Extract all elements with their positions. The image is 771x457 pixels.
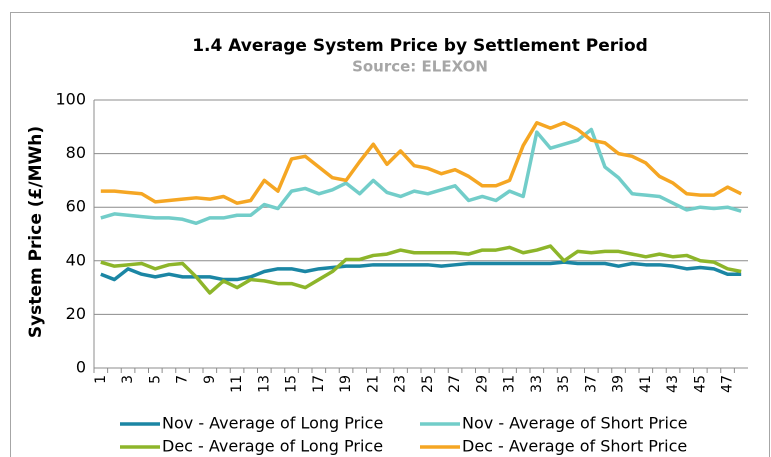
x-tick-label: 43 [665, 375, 681, 393]
x-tick-label: 41 [638, 375, 654, 393]
y-axis-label: System Price (£/MWh) [26, 126, 46, 338]
y-tick-label: 0 [76, 358, 86, 377]
legend-label: Dec - Average of Long Price [162, 437, 383, 456]
x-tick-label: 35 [556, 375, 572, 393]
x-tick-label: 3 [120, 375, 136, 384]
y-tick-label: 80 [66, 143, 86, 162]
x-tick-label: 5 [147, 375, 163, 384]
x-tick-label: 25 [420, 375, 436, 393]
x-tick-label: 19 [338, 375, 354, 393]
series-line [100, 244, 742, 295]
y-tick-label: 20 [66, 304, 86, 323]
x-tick-label: 39 [611, 375, 627, 393]
x-tick-label: 21 [365, 375, 381, 393]
x-tick-label: 11 [229, 375, 245, 393]
x-tick-label: 13 [256, 375, 272, 393]
x-tick-label: 47 [720, 375, 736, 393]
y-tick-label: 40 [66, 250, 86, 269]
y-tick-label: 60 [66, 197, 86, 216]
x-tick-label: 7 [175, 375, 191, 384]
x-tick-label: 23 [393, 375, 409, 393]
chart-subtitle: Source: ELEXON [352, 58, 488, 76]
x-tick-label: 15 [284, 375, 300, 393]
x-tick-label: 9 [202, 375, 218, 384]
chart-border [10, 12, 770, 457]
x-tick-label: 17 [311, 375, 327, 393]
series-line [100, 121, 742, 205]
legend-label: Dec - Average of Short Price [462, 437, 687, 456]
series-line [100, 127, 742, 226]
chart-title: 1.4 Average System Price by Settlement P… [192, 36, 648, 56]
x-tick-label: 1 [93, 375, 109, 384]
x-tick-label: 45 [692, 375, 708, 393]
x-tick-label: 37 [583, 375, 599, 393]
x-tick-label: 27 [447, 375, 463, 393]
x-tick-label: 29 [474, 375, 490, 393]
y-tick-label: 100 [55, 90, 86, 109]
x-tick-label: 33 [529, 375, 545, 393]
legend-label: Nov - Average of Short Price [462, 414, 688, 433]
x-tick-label: 31 [502, 375, 518, 393]
legend-label: Nov - Average of Long Price [162, 414, 383, 433]
series-line [100, 260, 742, 282]
